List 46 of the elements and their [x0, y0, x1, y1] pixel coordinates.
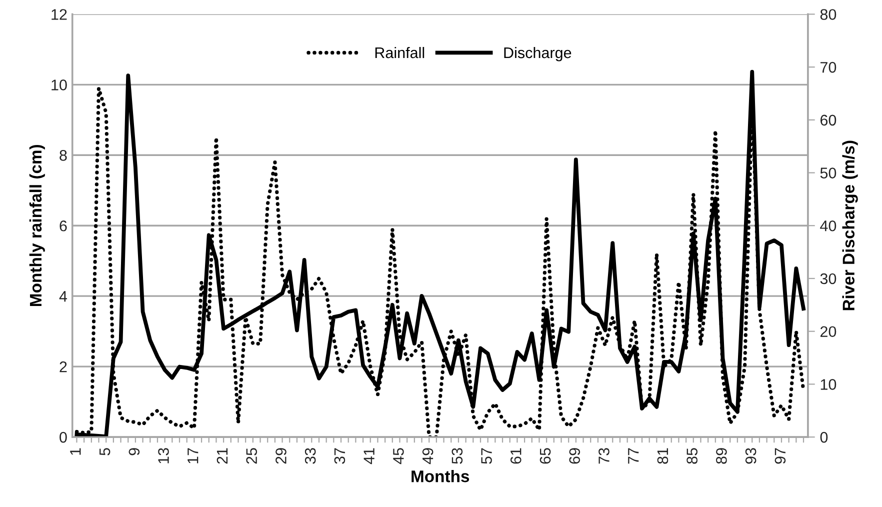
- x-tick-label: 1: [70, 448, 81, 455]
- x-tick-label: 33: [304, 448, 316, 464]
- x-tick-label: 37: [334, 448, 346, 464]
- x-tick-label: 53: [452, 448, 463, 464]
- legend-label: Discharge: [504, 46, 572, 62]
- y-tick-label: 2: [60, 361, 67, 372]
- y-tick-label: 10: [52, 80, 67, 90]
- y-tick-label: 8: [60, 150, 67, 161]
- y2-tick-label: 20: [820, 326, 836, 338]
- y2-tick-label: 60: [820, 114, 836, 126]
- x-tick-label: 73: [598, 448, 610, 464]
- y2-tick-label: 50: [820, 168, 836, 178]
- x-tick-label: 77: [628, 448, 639, 464]
- y-tick-label: 12: [52, 9, 67, 20]
- y2-axis-title: River Discharge (m/s): [842, 140, 858, 310]
- y-tick-label: 4: [59, 291, 68, 302]
- x-tick-label: 69: [569, 448, 580, 464]
- x-tick-label: 57: [481, 448, 492, 464]
- y2-tick-label: 80: [820, 9, 836, 20]
- x-tick-label: 81: [657, 448, 668, 464]
- y-axis-title: Monthly rainfall (cm): [29, 144, 45, 306]
- x-tick-label: 45: [393, 448, 404, 464]
- x-tick-label: 17: [188, 448, 198, 464]
- x-tick-label: 9: [128, 448, 140, 456]
- y-tick-label: 6: [60, 220, 67, 232]
- x-tick-label: 41: [364, 448, 374, 464]
- x-tick-label: 5: [100, 448, 110, 456]
- x-tick-label: 97: [774, 448, 786, 464]
- x-tick-label: 25: [246, 448, 258, 464]
- x-tick-label: 85: [686, 448, 698, 464]
- y2-tick-label: 70: [820, 62, 836, 73]
- y2-tick-label: 0: [820, 432, 828, 443]
- x-tick-label: 49: [422, 448, 434, 464]
- x-tick-label: 93: [745, 448, 756, 464]
- x-tick-label: 13: [158, 448, 169, 464]
- y-tick-label: 0: [60, 432, 67, 443]
- x-tick-label: 29: [276, 448, 286, 464]
- y2-tick-label: 40: [820, 220, 836, 232]
- x-axis-title: Months: [412, 470, 470, 482]
- legend-label: Rainfall: [375, 46, 424, 58]
- x-tick-label: 65: [540, 448, 551, 464]
- y2-tick-label: 10: [820, 379, 836, 390]
- x-tick-label: 61: [510, 448, 522, 464]
- x-tick-label: 21: [216, 448, 228, 464]
- y2-tick-label: 30: [820, 273, 836, 284]
- x-tick-label: 89: [716, 448, 727, 464]
